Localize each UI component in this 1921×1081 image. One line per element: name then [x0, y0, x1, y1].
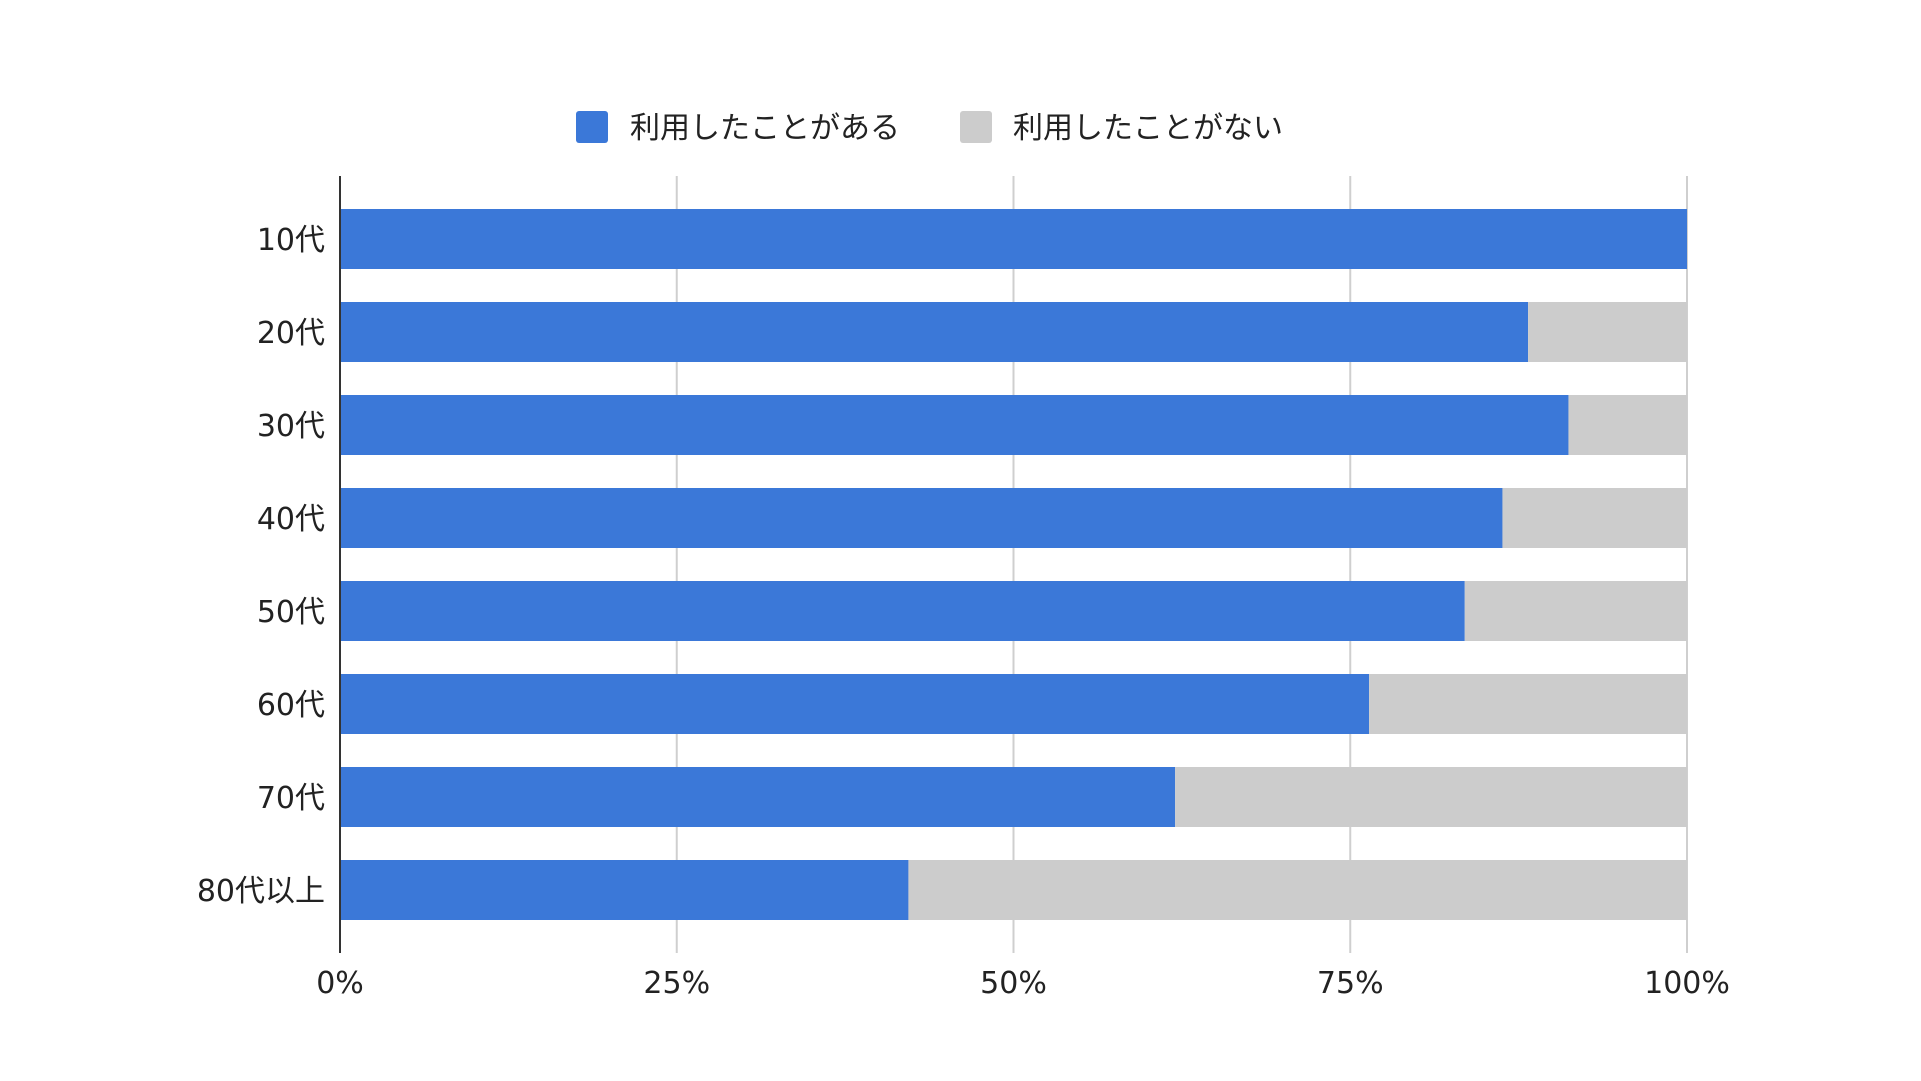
bar-segment-not-used [1528, 302, 1687, 362]
bar-segment-used [340, 860, 909, 920]
bar-segment-used [340, 581, 1465, 641]
x-tick-label: 100% [1644, 966, 1730, 1001]
category-label: 50代 [257, 595, 325, 630]
grid-lines [675, 176, 1688, 953]
bar-segment-not-used [1568, 395, 1687, 455]
bar-segment-not-used [908, 860, 1687, 920]
bars [340, 209, 1687, 920]
bar-segment-not-used [1502, 488, 1687, 548]
x-tick-label: 50% [980, 966, 1047, 1001]
x-tick-labels: 0% 25% 50% 75% 100% [316, 966, 1730, 1001]
x-tick-label: 75% [1317, 966, 1384, 1001]
x-tick-label: 25% [643, 966, 710, 1001]
bar-segment-not-used [1175, 767, 1687, 827]
category-label: 30代 [257, 409, 325, 444]
category-label: 60代 [257, 688, 325, 723]
category-label: 80代以上 [197, 874, 325, 909]
legend: 利用したことがある 利用したことがない [576, 111, 1283, 146]
bar-segment-used [340, 302, 1529, 362]
legend-swatch [576, 111, 608, 143]
category-label: 40代 [257, 502, 325, 537]
category-label: 20代 [257, 316, 325, 351]
bar-segment-used [340, 674, 1370, 734]
category-label: 10代 [257, 223, 325, 258]
bar-segment-used [340, 488, 1503, 548]
category-labels: 10代 20代 30代 40代 50代 60代 70代 80代以上 [197, 223, 325, 909]
category-label: 70代 [257, 781, 325, 816]
legend-label: 利用したことがない [1013, 111, 1283, 146]
x-tick-label: 0% [316, 966, 364, 1001]
bar-segment-not-used [1369, 674, 1687, 734]
bar-segment-not-used [1464, 581, 1687, 641]
bar-segment-used [340, 395, 1569, 455]
legend-label: 利用したことがある [630, 111, 900, 146]
bar-segment-used [340, 209, 1687, 269]
legend-swatch [960, 111, 992, 143]
bar-segment-used [340, 767, 1176, 827]
